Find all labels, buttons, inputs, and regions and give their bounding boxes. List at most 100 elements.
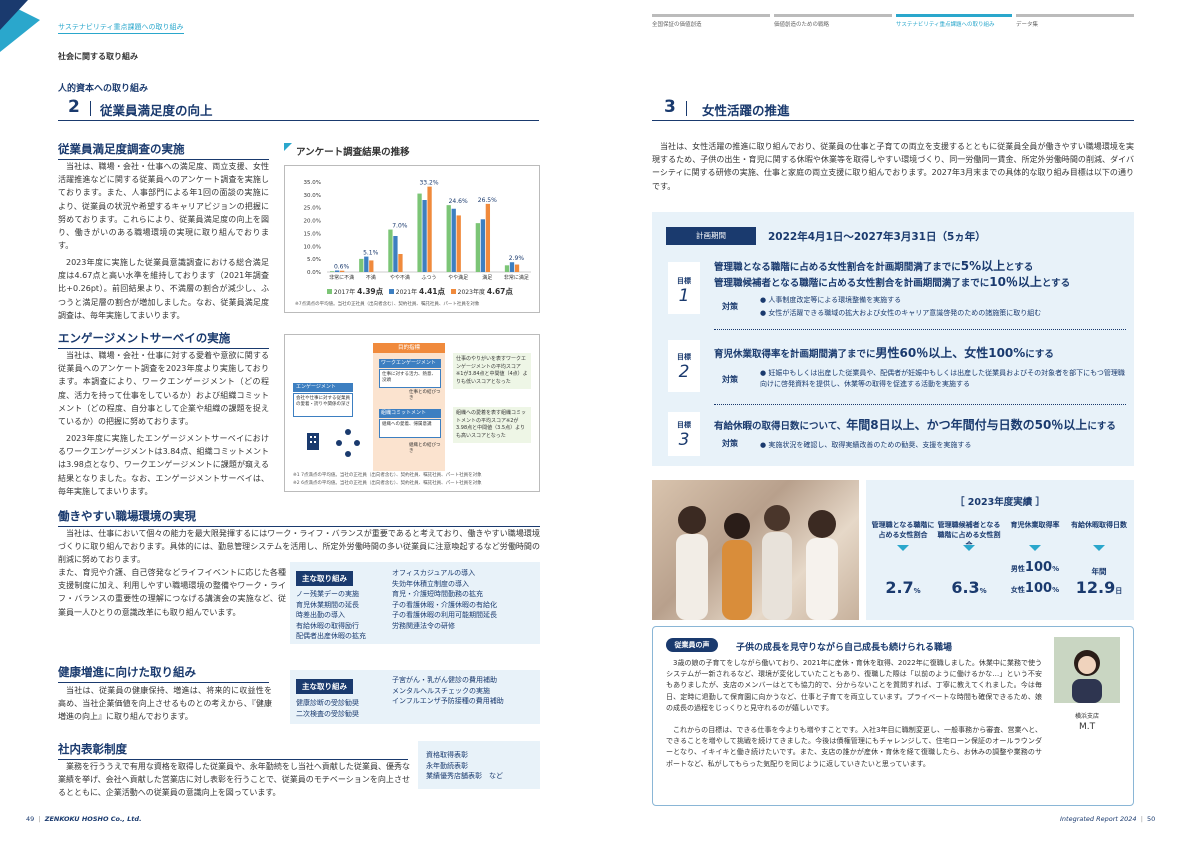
result-3-male: 男性100% [1010, 560, 1060, 575]
bar-1-2 [369, 260, 374, 272]
health-tag: 主な取り組み [296, 679, 353, 694]
list-item: 失効年休積立制度の導入 [392, 579, 469, 588]
diagram-commit-desc: 組織への愛着、帰属意識 [379, 419, 441, 438]
workplace-body-left: また、育児や介護、自己啓発などライフイベントに応じた各種支援制度に加え、利用しや… [58, 568, 286, 617]
result-3-female: 女性100% [1010, 581, 1060, 596]
result-4-prefix: 年間 [1091, 567, 1107, 576]
plan-box [652, 212, 1134, 466]
bar-5-0 [475, 223, 481, 272]
employee-photo [652, 480, 859, 620]
y-tick-label: 35.0% [304, 180, 321, 186]
goal-1-number: 1 [678, 286, 690, 306]
diagram-engagement-label: エンゲージメント [293, 383, 353, 392]
result-3-label: 育児休業取得率 [1010, 521, 1060, 529]
survey-body: 当社は、職場・会社・仕事への満足度、両立支援、女性活躍推進などに関する従業員への… [58, 162, 269, 251]
goal-3-word: 目標 [677, 421, 691, 429]
award-box [418, 741, 540, 789]
x-tick-label: 満足 [482, 274, 492, 281]
section-eyebrow: 人的資本への取り組み [58, 84, 149, 94]
diagram-work-desc: 仕事に対する活力、熱意、没頭 [379, 369, 441, 388]
nav-tab-value-creation[interactable]: 全国保証の価値創造 [652, 14, 770, 28]
bar-4-1 [451, 208, 456, 272]
data-label: 5.1% [363, 250, 379, 257]
data-label: 33.2% [419, 180, 438, 187]
section-3-title: 女性活躍の推進 [702, 103, 790, 118]
y-tick-label: 25.0% [304, 206, 321, 212]
section-header-3: 3 女性活躍の推進 [652, 97, 1134, 121]
bar-4-0 [446, 205, 451, 272]
nav-tab-strategy[interactable]: 価値創造のための戦略 [774, 14, 892, 28]
y-tick-label: 15.0% [304, 231, 321, 237]
chart-title: アンケート調査結果の推移 [296, 147, 410, 158]
data-label: 2.9% [509, 255, 525, 262]
diagram-link-org: 組織との結びつき [409, 443, 441, 454]
section-header-2: 2 従業員満足度の向上 [58, 97, 539, 121]
data-label: 26.5% [478, 197, 497, 204]
x-tick-label: やや満足 [448, 274, 468, 281]
goal-2-word: 目標 [677, 353, 691, 361]
x-tick-label: 不満 [366, 274, 376, 281]
legend-item-2021: 2021年 4.41点 [388, 287, 445, 296]
result-3-value: 男性100% 女性100% [1000, 558, 1070, 600]
workplace-heading: 働きやすい職場環境の実現 [58, 508, 540, 527]
bar-3-1 [422, 200, 427, 272]
chart-legend: 2017年 4.39点 2021年 4.41点 2023年度 4.67点 [327, 286, 513, 297]
x-tick-label: 非常に満足 [504, 274, 529, 281]
y-tick-label: 30.0% [304, 193, 321, 199]
bar-2-0 [388, 229, 393, 272]
bar-3-2 [427, 186, 432, 272]
health-heading: 健康増進に向けた取り組み [58, 664, 269, 683]
result-4-label: 有給休暇取得日数 [1071, 521, 1127, 529]
engagement-body: 当社は、職場・会社・仕事に対する愛着や意欲に関する従業員へのアンケート調査を20… [58, 351, 269, 427]
page-subtitle: 社会に関する取り組み [58, 52, 138, 61]
diagram-commit-label: 組織コミットメント [379, 409, 441, 418]
bar-0-1 [335, 270, 340, 272]
list-item: 二次検査の受診勧奨 [296, 709, 359, 718]
bar-2-2 [398, 254, 403, 272]
section-3-intro: 当社は、女性活躍の推進に取り組んでおり、従業員の仕事と子育ての両立を支援するとと… [652, 142, 1134, 191]
x-tick-label: やや不満 [390, 274, 410, 281]
engagement-diagram: 目的指標 ワークエンゲージメント 仕事に対する活力、熱意、没頭 組織コミットメン… [284, 334, 540, 492]
breadcrumb: サステナビリティ重点課題への取り組み [58, 23, 184, 31]
list-item: 配偶者出産休暇の拡充 [296, 632, 366, 641]
goal-2-measure-label: 対策 [722, 375, 738, 384]
voice-person: M.T [1078, 722, 1096, 732]
y-tick-label: 0.0% [307, 270, 321, 276]
voice-tag: 従業員の声 [666, 638, 718, 652]
footer-right: Integrated Report 2024 | 50 [1060, 815, 1156, 823]
bar-5-1 [480, 219, 486, 272]
section-divider [90, 101, 91, 116]
x-tick-label: 非常に不満 [329, 274, 354, 281]
result-1-value: 2.7% [885, 578, 921, 597]
list-item: メンタルヘルスチェックの実施 [392, 686, 490, 695]
result-1-arrow-icon [897, 545, 909, 551]
award-heading: 社内表彰制度 [58, 741, 408, 760]
survey-body-2: 2023年度に実施した従業員意識調査における総合満足度は4.67点と高い水準を維… [58, 258, 269, 320]
goal-1-measure-label: 対策 [722, 302, 738, 311]
results-box [866, 480, 1134, 620]
goal-2-measure-1: ● 妊娠中もしくは出産した従業員や、配偶者が妊娠中もしくは出産した従業員およびそ… [760, 369, 1125, 388]
voice-body-1: 3歳の娘の子育てをしながら働いており、2021年に産休・育休を取得、2022年に… [666, 659, 1042, 712]
survey-heading: 従業員満足度調査の実施 [58, 141, 269, 160]
bar-0-2 [340, 270, 345, 272]
survey-bar-chart: 35.0% 30.0% 25.0% 20.0% 15.0% 10.0% 5.0% 0.0% 非常… [304, 180, 531, 281]
nav-tab-data[interactable]: データ集 [1016, 14, 1134, 28]
bar-4-2 [456, 215, 461, 272]
goal-3-measure-label: 対策 [722, 439, 738, 448]
plan-label: 計画期間 [666, 227, 756, 245]
result-4-value: 12.9日 [1075, 578, 1123, 597]
list-item: インフルエンザ予防接種の費用補助 [392, 697, 504, 706]
goal-1-measure-1: ● 人事制度改定等による環境整備を実施する [760, 296, 902, 304]
health-list-2: 子宮がん・乳がん健診の費用補助 メンタルヘルスチェックの実施 インフルエンザ予防接種… [392, 675, 504, 707]
chart-title-marker [284, 143, 292, 151]
workplace-body: 当社は、仕事において個々の能力を最大限発揮するにはワーク・ライフ・バランスが重要… [58, 529, 540, 565]
list-item: 永年勤続表彰 [426, 761, 468, 770]
nav-tab-sustainability[interactable]: サステナビリティ重点課題への取り組み [896, 14, 1012, 28]
result-2-arrow-icon [963, 545, 975, 551]
result-4-arrow-icon [1093, 545, 1105, 551]
engagement-body-2: 2023年度に実施したエンゲージメントサーベイにおけるワークエンゲージメントは3… [58, 434, 269, 496]
result-3-arrow-icon [1029, 545, 1041, 551]
section-3-divider [686, 101, 687, 116]
list-item: 時差出勤の導入 [296, 611, 345, 620]
list-item: 子の看護休暇の利用可能期間延長 [392, 611, 497, 620]
